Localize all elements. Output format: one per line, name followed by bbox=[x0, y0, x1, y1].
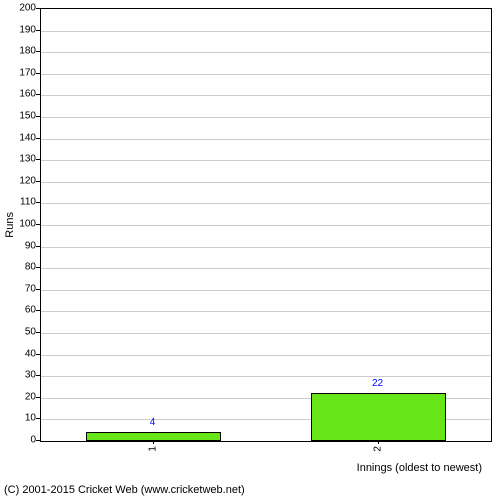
gridline bbox=[41, 290, 491, 291]
y-tick bbox=[36, 224, 40, 225]
bar-value-label: 22 bbox=[372, 378, 383, 389]
y-tick-label: 20 bbox=[16, 391, 36, 402]
y-tick bbox=[36, 289, 40, 290]
y-tick bbox=[36, 94, 40, 95]
y-tick bbox=[36, 30, 40, 31]
y-tick-label: 180 bbox=[16, 46, 36, 57]
gridline bbox=[41, 117, 491, 118]
x-tick-label: 2 bbox=[372, 446, 383, 452]
gridline bbox=[41, 203, 491, 204]
gridline bbox=[41, 52, 491, 53]
gridline bbox=[41, 311, 491, 312]
y-tick bbox=[36, 116, 40, 117]
y-tick bbox=[36, 354, 40, 355]
y-tick bbox=[36, 418, 40, 419]
bar-value-label: 4 bbox=[150, 417, 156, 428]
gridline bbox=[41, 74, 491, 75]
y-tick-label: 100 bbox=[16, 219, 36, 230]
copyright-text: (C) 2001-2015 Cricket Web (www.cricketwe… bbox=[4, 484, 245, 496]
y-tick-label: 30 bbox=[16, 370, 36, 381]
y-tick bbox=[36, 246, 40, 247]
gridline bbox=[41, 225, 491, 226]
gridline bbox=[41, 247, 491, 248]
y-tick bbox=[36, 202, 40, 203]
y-tick-label: 40 bbox=[16, 348, 36, 359]
y-tick-label: 140 bbox=[16, 132, 36, 143]
y-tick-label: 120 bbox=[16, 175, 36, 186]
y-tick bbox=[36, 73, 40, 74]
x-tick bbox=[153, 440, 154, 444]
y-tick-label: 0 bbox=[16, 435, 36, 446]
plot-area bbox=[40, 8, 492, 442]
x-tick-label: 1 bbox=[147, 446, 158, 452]
y-tick-label: 110 bbox=[16, 197, 36, 208]
y-axis-label: Runs bbox=[4, 212, 16, 238]
y-tick bbox=[36, 8, 40, 9]
y-tick bbox=[36, 138, 40, 139]
y-tick bbox=[36, 181, 40, 182]
y-tick bbox=[36, 440, 40, 441]
y-tick-label: 10 bbox=[16, 413, 36, 424]
bar bbox=[86, 432, 221, 441]
y-tick bbox=[36, 51, 40, 52]
y-tick bbox=[36, 397, 40, 398]
y-tick-label: 190 bbox=[16, 24, 36, 35]
gridline bbox=[41, 139, 491, 140]
y-tick-label: 160 bbox=[16, 89, 36, 100]
gridline bbox=[41, 268, 491, 269]
gridline bbox=[41, 355, 491, 356]
y-tick bbox=[36, 310, 40, 311]
y-tick-label: 150 bbox=[16, 111, 36, 122]
y-tick bbox=[36, 332, 40, 333]
y-tick-label: 130 bbox=[16, 154, 36, 165]
y-tick bbox=[36, 159, 40, 160]
y-tick bbox=[36, 267, 40, 268]
gridline bbox=[41, 31, 491, 32]
y-tick-label: 80 bbox=[16, 262, 36, 273]
y-tick bbox=[36, 375, 40, 376]
bar bbox=[311, 393, 446, 441]
gridline bbox=[41, 182, 491, 183]
y-tick-label: 200 bbox=[16, 3, 36, 14]
x-axis-label: Innings (oldest to newest) bbox=[357, 462, 482, 474]
gridline bbox=[41, 376, 491, 377]
x-tick bbox=[378, 440, 379, 444]
gridline bbox=[41, 95, 491, 96]
y-tick-label: 90 bbox=[16, 240, 36, 251]
y-tick-label: 50 bbox=[16, 327, 36, 338]
y-tick-label: 170 bbox=[16, 67, 36, 78]
chart-container: Runs Innings (oldest to newest) (C) 2001… bbox=[0, 0, 500, 500]
y-tick-label: 70 bbox=[16, 283, 36, 294]
gridline bbox=[41, 333, 491, 334]
y-tick-label: 60 bbox=[16, 305, 36, 316]
gridline bbox=[41, 160, 491, 161]
